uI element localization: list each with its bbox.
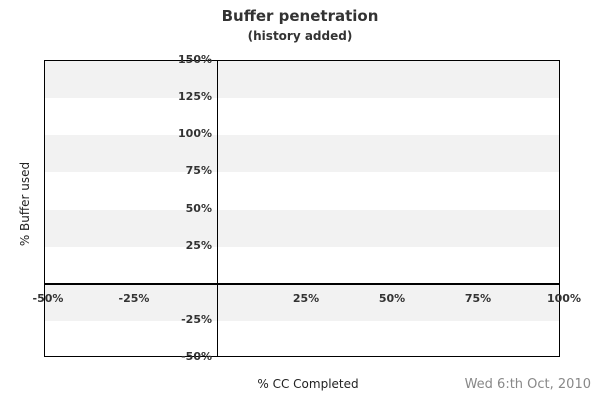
- plot-band: [45, 209, 559, 247]
- x-axis-label: % CC Completed: [257, 377, 359, 391]
- zero-line-vertical: [217, 61, 218, 356]
- plot-band: [45, 135, 559, 173]
- date-label: Wed 6:th Oct, 2010: [464, 377, 591, 392]
- chart-title: Buffer penetration: [221, 7, 379, 25]
- chart-subtitle: (history added): [247, 29, 353, 43]
- plot-band: [45, 61, 559, 99]
- plot-band: [45, 283, 559, 321]
- plot-area: [44, 60, 560, 357]
- y-axis-label: % Buffer used: [18, 161, 32, 247]
- zero-line-horizontal: [45, 282, 559, 285]
